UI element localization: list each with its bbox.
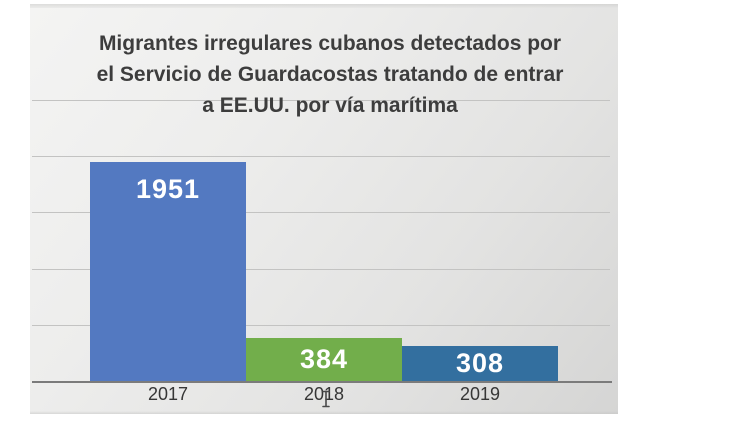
x-axis-label-2017: 2017 <box>147 384 189 404</box>
text-cursor-icon <box>322 390 330 408</box>
slide-bottom-edge-shading <box>30 411 618 414</box>
gridline-500 <box>32 325 610 326</box>
chart-title-line-2: el Servicio de Guardacostas tratando de … <box>96 63 564 86</box>
gridline-2000 <box>32 156 610 157</box>
x-axis-label-2018: 2018 <box>303 384 345 404</box>
chart-title: Migrantes irregulares cubanos detectados… <box>70 28 590 121</box>
bar-chart-plot-area: 1951 2017 384 2018 308 2019 <box>30 4 618 414</box>
x-axis-line <box>32 381 612 383</box>
x-axis-label-2019: 2019 <box>459 384 501 404</box>
chart-title-line-3: a EE.UU. por vía marítima <box>202 94 458 117</box>
chart-title-line-1: Migrantes irregulares cubanos detectados… <box>98 32 562 55</box>
slide-top-edge-shading <box>30 4 618 8</box>
bar-2019: 308 <box>402 346 558 381</box>
chart-slide: 1951 2017 384 2018 308 2019 Migrantes irregul… <box>30 4 618 414</box>
bar-2018: 384 <box>246 338 402 381</box>
gridline-1000 <box>32 269 610 270</box>
bar-value-label-2017: 1951 <box>135 174 201 204</box>
bar-2017: 1951 <box>90 162 246 381</box>
bar-value-label-2019: 308 <box>455 347 505 378</box>
gridline-2500 <box>32 100 610 101</box>
gridline-1500 <box>32 212 610 213</box>
bar-value-label-2018: 384 <box>299 343 349 374</box>
